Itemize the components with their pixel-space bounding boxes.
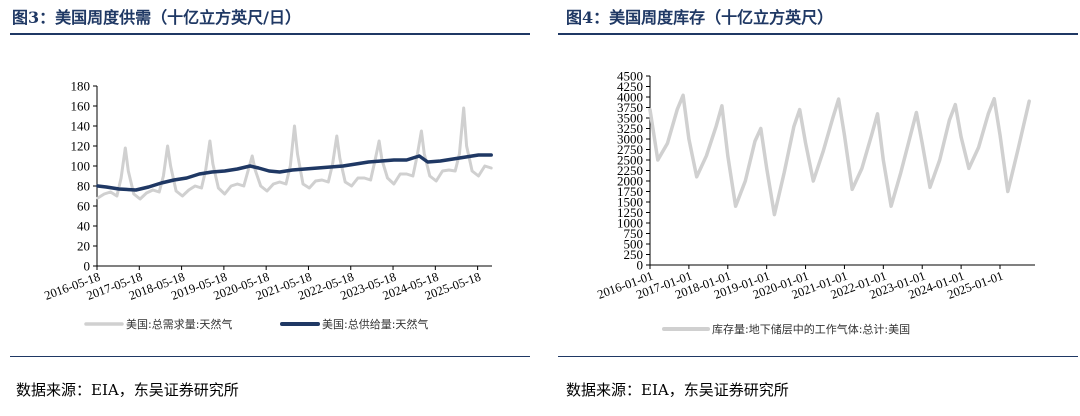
y-tick-label: 4000 — [617, 90, 643, 105]
left-source-note: 数据来源：EIA，东吴证券研究所 — [16, 381, 239, 399]
y-tick-label: 1250 — [617, 205, 643, 220]
y-tick-label: 2750 — [617, 142, 643, 157]
y-tick-label: 60 — [77, 199, 90, 214]
y-tick-label: 1500 — [617, 195, 643, 210]
legend-label: 美国:总需求量:天然气 — [126, 317, 232, 331]
y-tick-label: 750 — [624, 226, 644, 241]
y-tick-label: 1750 — [617, 184, 643, 199]
y-tick-label: 4500 — [617, 69, 643, 84]
right-title-rule — [558, 33, 1078, 35]
y-tick-label: 100 — [71, 159, 91, 174]
left-title-rule — [10, 33, 530, 35]
y-tick-label: 120 — [71, 139, 91, 154]
right-bottom-rule — [558, 356, 1078, 357]
y-tick-label: 40 — [77, 219, 90, 234]
y-tick-label: 2250 — [617, 163, 643, 178]
right-source-note: 数据来源：EIA，东吴证券研究所 — [566, 381, 789, 399]
y-tick-label: 1000 — [617, 216, 643, 231]
y-tick-label: 160 — [71, 99, 91, 114]
y-tick-label: 3500 — [617, 111, 643, 126]
series-line-1 — [96, 153, 493, 192]
y-tick-label: 180 — [71, 79, 91, 94]
left-bottom-rule — [10, 356, 530, 357]
y-tick-label: 3750 — [617, 100, 643, 115]
y-tick-label: 0 — [637, 258, 644, 273]
y-tick-label: 20 — [77, 239, 90, 254]
chart-storage: 0250500750100012501500175020002250250027… — [595, 69, 1035, 336]
chart-supply-demand: 0204060801001201401601802016-05-182017-0… — [42, 79, 493, 331]
series-line-0 — [648, 93, 1031, 217]
y-tick-label: 250 — [624, 247, 644, 262]
y-tick-label: 3250 — [617, 121, 643, 136]
y-tick-label: 80 — [77, 179, 90, 194]
legend-label: 美国:总供给量:天然气 — [322, 317, 428, 331]
y-tick-label: 4250 — [617, 79, 643, 94]
y-tick-label: 500 — [624, 237, 644, 252]
y-tick-label: 140 — [71, 119, 91, 134]
y-tick-label: 2000 — [617, 174, 643, 189]
y-tick-label: 0 — [84, 259, 91, 274]
left-chart-title: 图3：美国周度供需（十亿立方英尺/日） — [12, 8, 301, 27]
y-tick-label: 2500 — [617, 153, 643, 168]
right-chart-title: 图4：美国周度库存（十亿立方英尺） — [566, 8, 834, 27]
legend-label: 库存量:地下储层中的工作气体:总计:美国 — [712, 322, 910, 336]
series-line-0 — [96, 106, 493, 201]
y-tick-label: 3000 — [617, 132, 643, 147]
